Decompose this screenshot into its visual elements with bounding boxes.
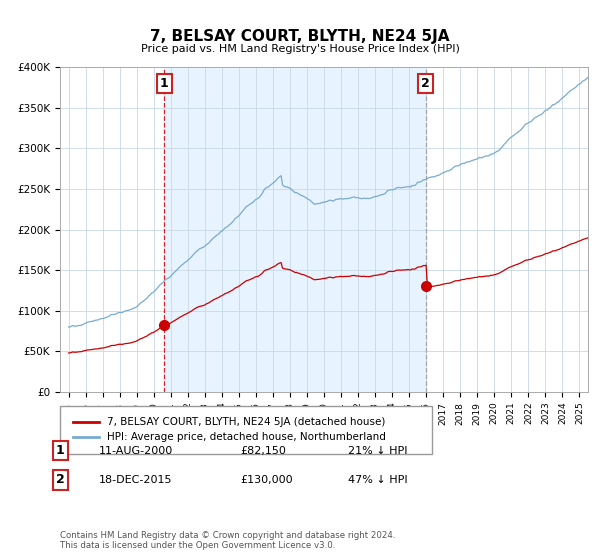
Text: 47% ↓ HPI: 47% ↓ HPI [348, 475, 407, 485]
Text: Contains HM Land Registry data © Crown copyright and database right 2024.
This d: Contains HM Land Registry data © Crown c… [60, 530, 395, 550]
Text: 2: 2 [56, 473, 64, 487]
Text: 21% ↓ HPI: 21% ↓ HPI [348, 446, 407, 456]
Text: 1: 1 [56, 444, 64, 458]
Text: £82,150: £82,150 [240, 446, 286, 456]
Legend: 7, BELSAY COURT, BLYTH, NE24 5JA (detached house), HPI: Average price, detached : 7, BELSAY COURT, BLYTH, NE24 5JA (detach… [69, 413, 391, 446]
Text: £130,000: £130,000 [240, 475, 293, 485]
Text: 7, BELSAY COURT, BLYTH, NE24 5JA: 7, BELSAY COURT, BLYTH, NE24 5JA [150, 29, 450, 44]
FancyBboxPatch shape [60, 406, 432, 454]
Text: 2: 2 [421, 77, 430, 90]
Text: 18-DEC-2015: 18-DEC-2015 [99, 475, 173, 485]
Text: 1: 1 [160, 77, 169, 90]
Text: Price paid vs. HM Land Registry's House Price Index (HPI): Price paid vs. HM Land Registry's House … [140, 44, 460, 54]
Text: 11-AUG-2000: 11-AUG-2000 [99, 446, 173, 456]
Bar [164, 67, 425, 392]
